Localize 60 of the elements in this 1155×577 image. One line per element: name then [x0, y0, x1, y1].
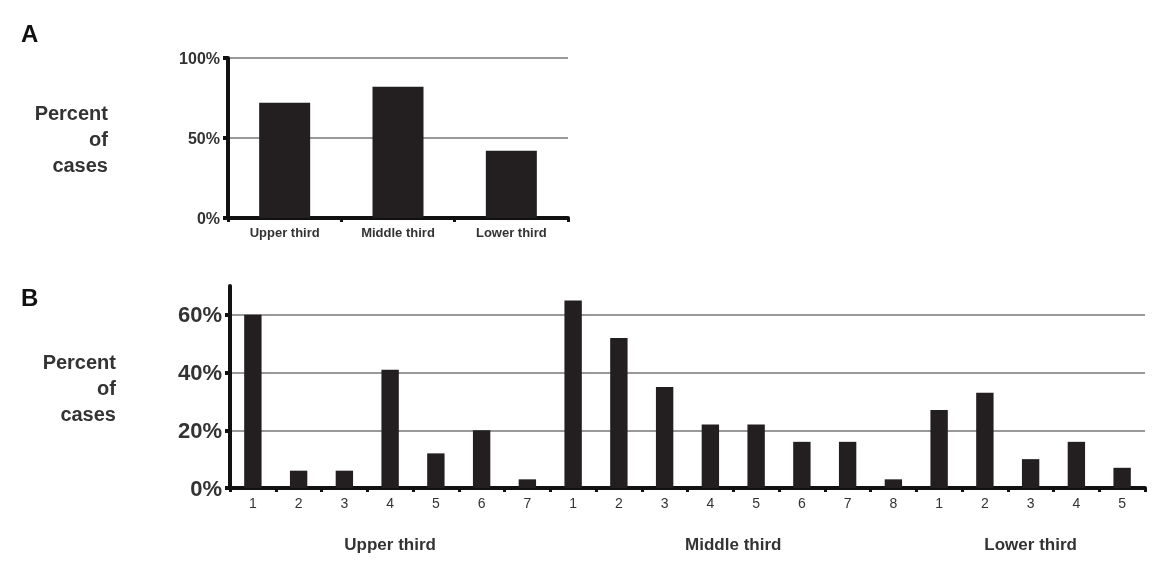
x-tick-label: 8	[889, 495, 898, 511]
bar	[1067, 441, 1086, 488]
bar	[838, 441, 857, 488]
bar	[747, 424, 765, 488]
y-tick-label: 50%	[187, 129, 220, 147]
bar	[701, 424, 720, 488]
x-tick-label: Lower third	[475, 225, 547, 240]
bar	[793, 441, 811, 488]
y-axis-title: Percent of cases	[42, 351, 117, 425]
x-tick-label: 1	[935, 495, 944, 511]
bar	[1021, 459, 1040, 488]
text: Middle third	[685, 535, 782, 554]
x-tick-label: 1	[248, 495, 257, 511]
x-tick-label: 3	[340, 495, 349, 511]
y-tick-label: 0%	[190, 475, 222, 501]
x-tick-label: 2	[614, 495, 623, 511]
bar	[518, 479, 537, 488]
y-tick-label: 60%	[177, 302, 222, 328]
x-tick-label: 7	[843, 495, 852, 511]
text: Lower third	[984, 535, 1077, 554]
x-tick-label: 5	[752, 495, 761, 511]
bar	[930, 410, 948, 488]
bar	[564, 300, 582, 488]
bar	[884, 479, 903, 488]
bar	[976, 392, 994, 488]
bar	[381, 369, 399, 488]
x-tick-label: 2	[294, 495, 303, 511]
y-axis-title: Percent of cases	[34, 102, 109, 176]
y-tick-label: 20%	[177, 417, 222, 443]
bar	[610, 337, 628, 488]
x-tick-label: 6	[477, 495, 486, 511]
bar	[372, 86, 424, 218]
x-tick-label: Middle third	[361, 225, 435, 240]
bar	[289, 470, 308, 488]
text: Upper third	[344, 535, 436, 554]
bar	[472, 430, 491, 488]
x-tick-label: 5	[431, 495, 440, 511]
x-tick-label: 3	[660, 495, 669, 511]
bar	[335, 470, 354, 488]
bar	[655, 387, 674, 488]
bar	[1113, 467, 1131, 488]
x-tick-label: 7	[523, 495, 532, 511]
text: B	[21, 283, 39, 311]
text: A	[21, 19, 39, 47]
x-tick-label: 1	[569, 495, 578, 511]
y-tick-label: 100%	[179, 49, 220, 67]
bar	[244, 314, 262, 488]
x-tick-label: 2	[980, 495, 989, 511]
y-tick-label: 0%	[196, 209, 220, 227]
x-tick-label: 6	[797, 495, 806, 511]
x-tick-label: Upper third	[249, 225, 320, 240]
x-tick-label: 3	[1026, 495, 1035, 511]
x-tick-label: 4	[386, 495, 395, 511]
bar	[427, 453, 445, 488]
x-tick-label: 4	[1072, 495, 1081, 511]
bar	[485, 150, 537, 218]
x-tick-label: 4	[706, 495, 715, 511]
y-tick-label: 40%	[177, 360, 222, 386]
x-tick-label: 5	[1118, 495, 1127, 511]
bar	[259, 102, 311, 218]
